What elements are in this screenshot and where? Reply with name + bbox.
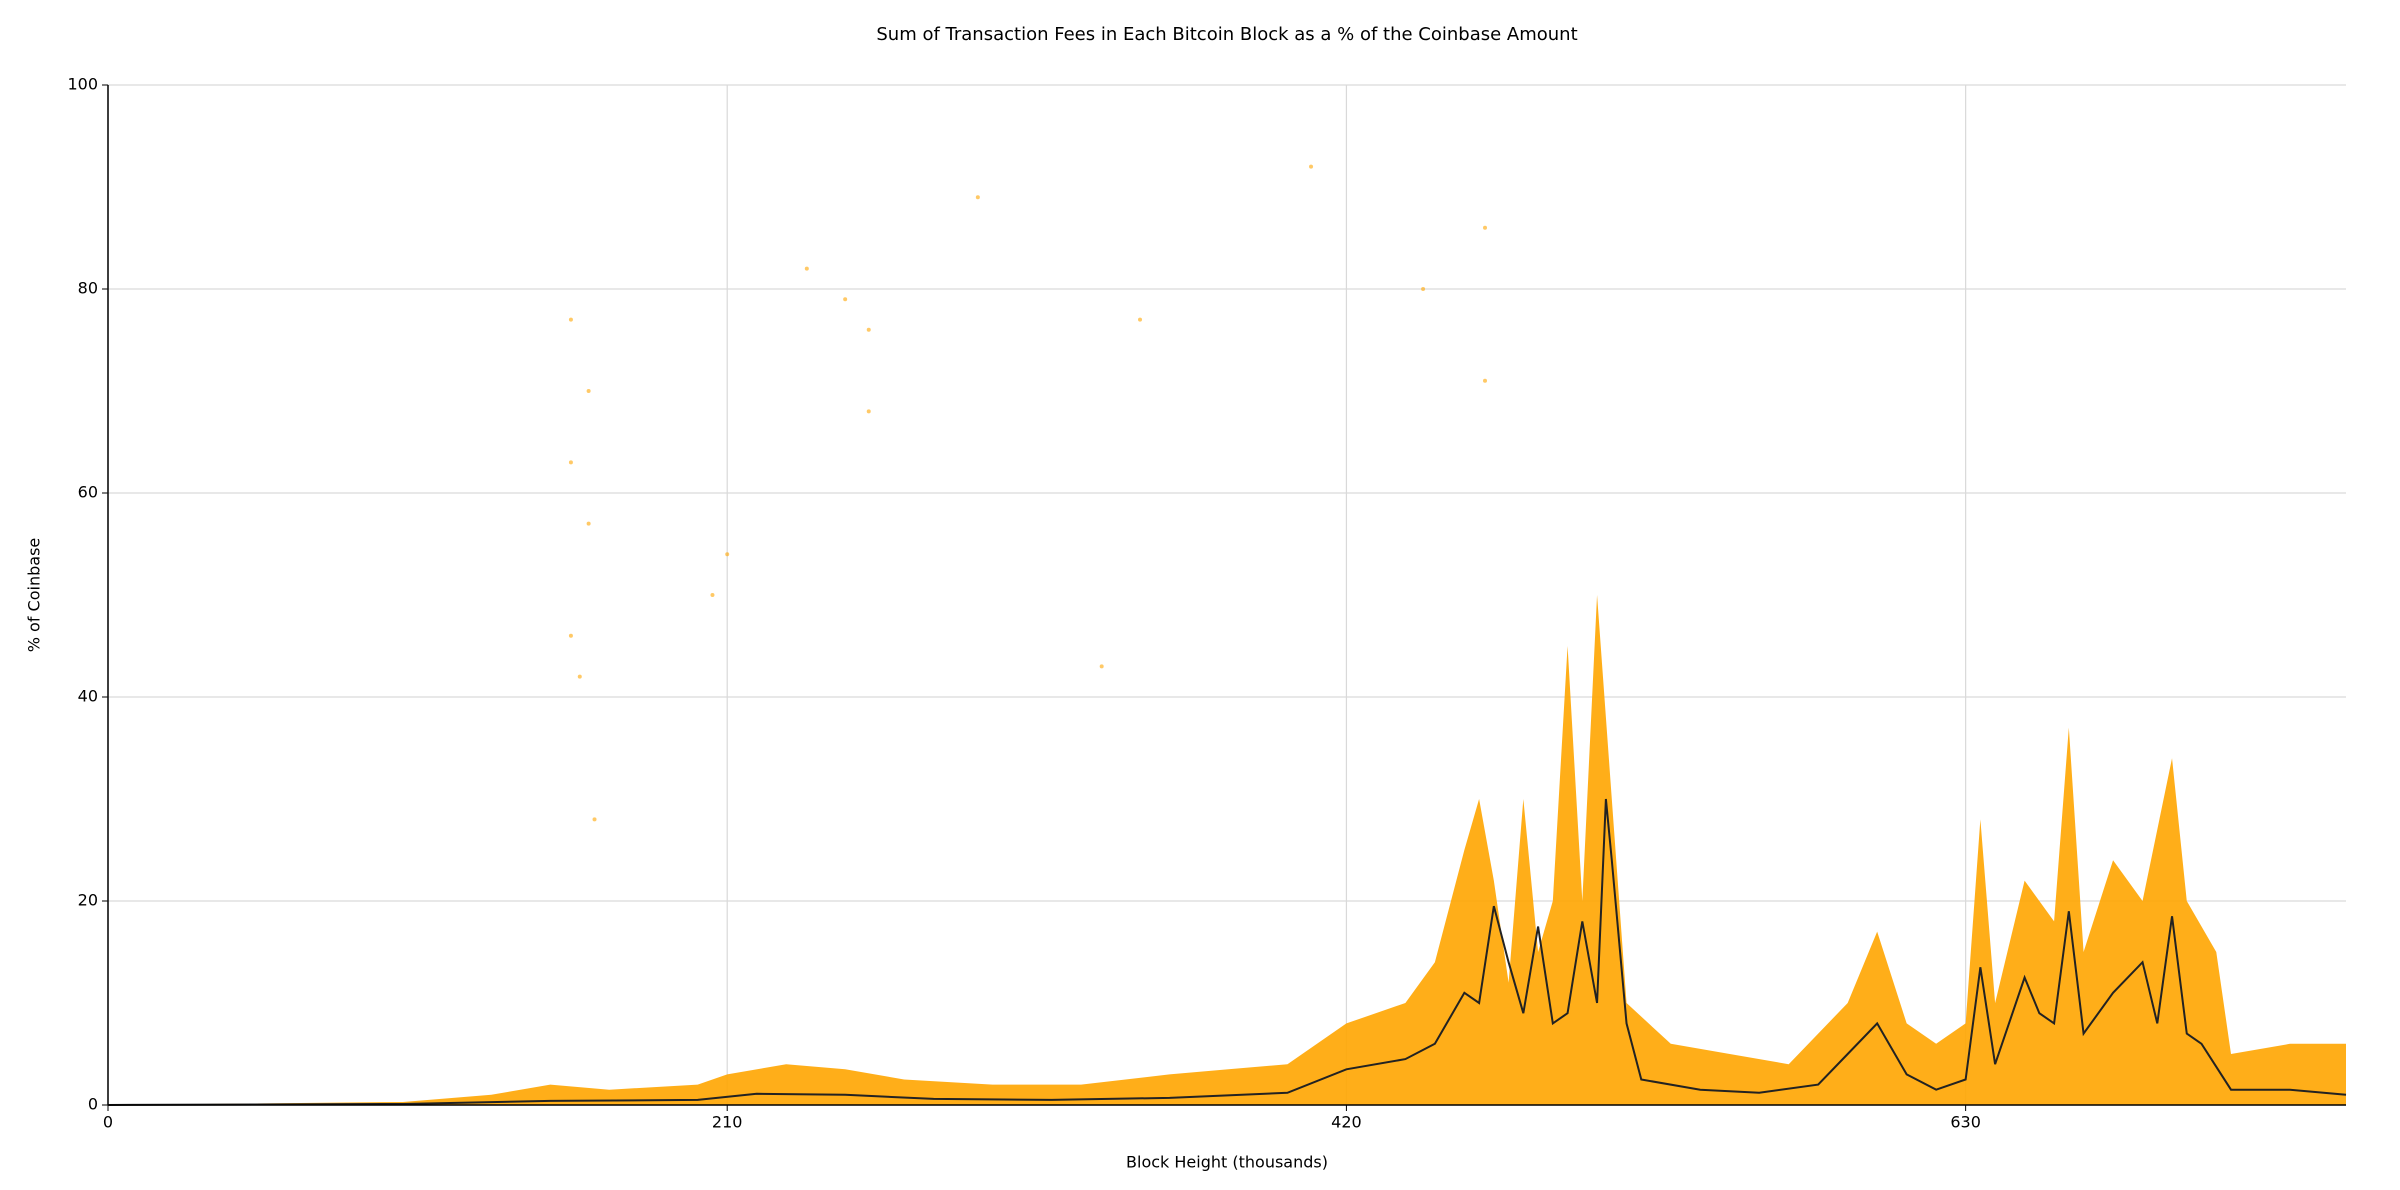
outlier-point (1138, 317, 1143, 322)
outlier-point (725, 552, 730, 557)
outlier-point (1483, 378, 1488, 383)
x-axis-label: Block Height (thousands) (1126, 1153, 1328, 1172)
outlier-point (975, 195, 980, 200)
y-axis-label: % of Coinbase (25, 538, 44, 652)
outlier-point (586, 389, 591, 393)
outlier-point (568, 633, 573, 638)
chart-title: Sum of Transaction Fees in Each Bitcoin … (876, 24, 1577, 45)
outlier-point (1421, 287, 1426, 291)
y-tick-label: 80 (78, 279, 98, 298)
x-tick-label: 630 (1950, 1113, 1981, 1132)
outlier-point (577, 674, 582, 679)
moving-average-line (107, 798, 2347, 1106)
y-tick-label: 0 (88, 1095, 98, 1114)
fee-area (108, 595, 2346, 1105)
y-tick-label: 40 (78, 687, 98, 706)
y-tick-label: 60 (78, 483, 98, 502)
y-tick-label: 100 (67, 75, 98, 94)
outlier-point (1309, 164, 1314, 169)
y-tick-label: 20 (78, 891, 98, 910)
outlier-point (843, 297, 848, 302)
outlier-point (866, 409, 871, 414)
outlier-point (592, 817, 597, 822)
outlier-point (1483, 225, 1488, 230)
outlier-point (1099, 664, 1104, 669)
outlier-point (804, 266, 809, 271)
outlier-point (866, 327, 871, 332)
outlier-point (568, 317, 573, 322)
x-tick-label: 0 (103, 1113, 113, 1132)
outlier-point (568, 460, 573, 465)
x-tick-label: 210 (712, 1113, 743, 1132)
outlier-point (586, 521, 591, 526)
x-tick-label: 420 (1331, 1113, 1362, 1132)
outlier-point (710, 593, 715, 597)
